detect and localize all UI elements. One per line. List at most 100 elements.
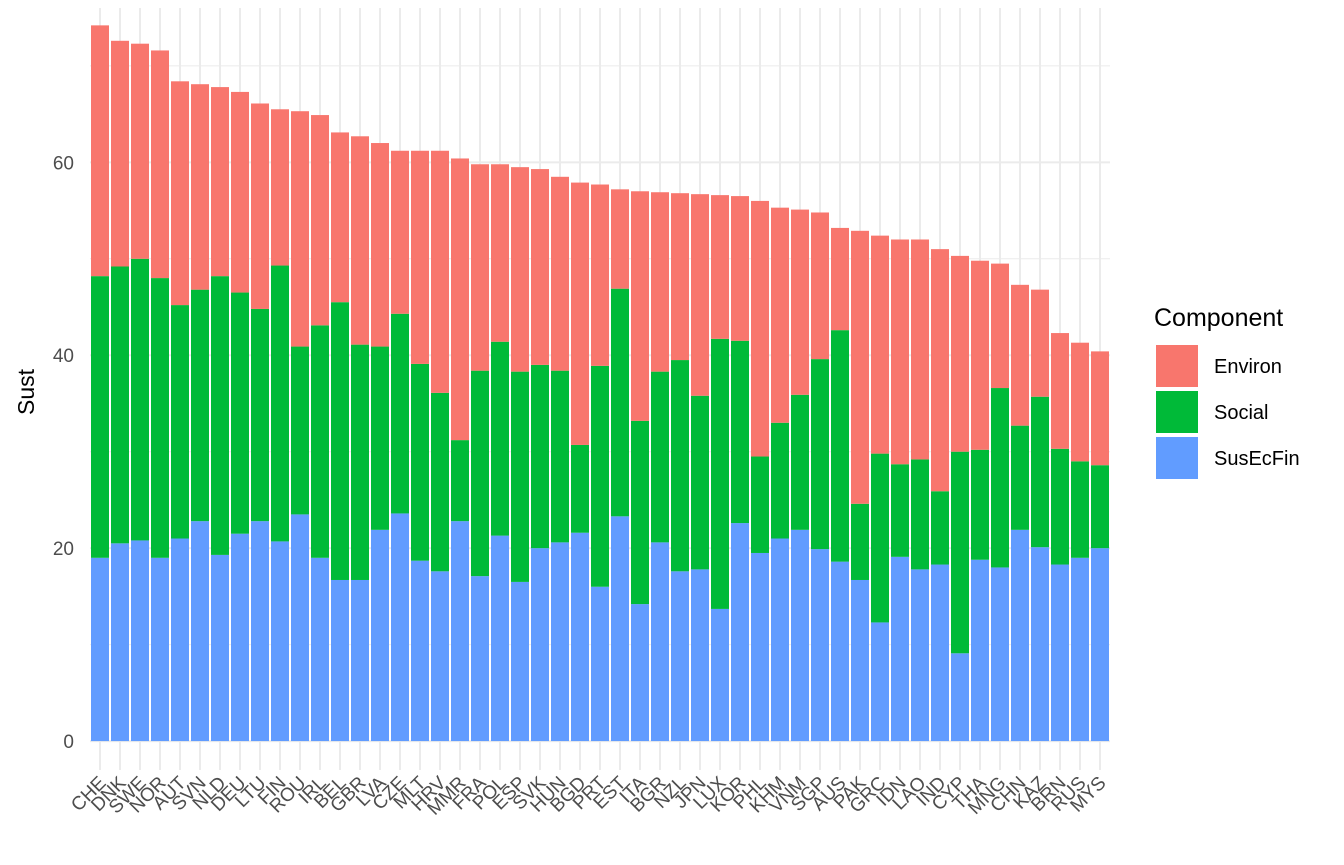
bar-segment-susecfin-khm	[771, 538, 789, 742]
bar-segment-susecfin-tha	[971, 559, 989, 742]
bar-segment-social-svk	[531, 364, 549, 549]
bar-segment-environ-ind	[931, 249, 949, 492]
bar-segment-environ-bgd	[571, 182, 589, 445]
bar-segment-social-khm	[771, 422, 789, 539]
legend-label-social: Social	[1214, 402, 1268, 424]
bar-segment-environ-brn	[1051, 333, 1069, 449]
bar-segment-susecfin-bgr	[651, 542, 669, 742]
bar-segment-environ-nld	[211, 87, 229, 277]
bar-segment-social-sgp	[811, 359, 829, 550]
bar-segment-social-pol	[491, 341, 509, 536]
bar-segment-susecfin-svn	[191, 521, 209, 742]
bar-segment-susecfin-ltu	[251, 521, 269, 742]
bar-segment-social-est	[611, 288, 629, 517]
y-tick-label: 0	[63, 732, 74, 753]
bar-segment-social-mys	[1091, 465, 1109, 549]
bar-segment-environ-che	[91, 25, 109, 277]
bar-segment-social-hrv	[431, 392, 449, 572]
y-tick-label: 20	[53, 539, 74, 560]
bar-segment-environ-nzl	[671, 193, 689, 361]
bar-segment-susecfin-lux	[711, 608, 729, 742]
bar-segment-environ-fin	[271, 109, 289, 266]
bar-segment-environ-deu	[231, 91, 249, 293]
bar-segment-environ-sgp	[811, 212, 829, 360]
bar-segment-susecfin-fin	[271, 541, 289, 742]
bar-segment-susecfin-rou	[291, 514, 309, 742]
legend-swatch-environ	[1156, 345, 1198, 387]
bar-segment-susecfin-mlt	[411, 560, 429, 742]
bar-segment-susecfin-irl	[311, 557, 329, 742]
bar-segment-social-idn	[891, 464, 909, 557]
bar-segment-environ-svn	[191, 84, 209, 290]
bar-segment-susecfin-kaz	[1031, 547, 1049, 742]
bar-segment-environ-est	[611, 189, 629, 289]
bar-segment-susecfin-ind	[931, 564, 949, 742]
bar-segment-social-ind	[931, 491, 949, 565]
bar-segment-social-svn	[191, 289, 209, 522]
bar-segment-social-mlt	[411, 363, 429, 561]
bar-segment-environ-chn	[1011, 284, 1029, 426]
bar-segment-environ-tha	[971, 260, 989, 450]
bar-segment-susecfin-lao	[911, 569, 929, 742]
legend-swatch-susecfin	[1156, 437, 1198, 479]
bar-segment-environ-swe	[131, 43, 149, 259]
bar-segment-susecfin-phl	[751, 552, 769, 742]
bar-segment-environ-kor	[731, 196, 749, 341]
bar-segment-environ-aut	[171, 81, 189, 306]
bar-segment-susecfin-pak	[851, 579, 869, 742]
bar-segment-susecfin-nld	[211, 554, 229, 742]
bar-segment-social-rou	[291, 346, 309, 515]
bar-segment-environ-lva	[371, 143, 389, 347]
bar-segment-social-aus	[831, 330, 849, 562]
bar-segment-environ-gbr	[351, 136, 369, 345]
bar-segment-susecfin-pol	[491, 535, 509, 742]
bar-segment-environ-lao	[911, 239, 929, 460]
bar-segment-environ-phl	[751, 200, 769, 457]
bar-segment-environ-jpn	[691, 194, 709, 396]
bar-segment-social-lao	[911, 459, 929, 570]
bar-segment-environ-bgr	[651, 192, 669, 372]
bar-segment-social-ita	[631, 420, 649, 605]
y-tick-label: 40	[53, 346, 74, 367]
bar-segment-environ-svk	[531, 169, 549, 365]
bar-segment-susecfin-aus	[831, 561, 849, 742]
bar-segment-social-gbr	[351, 344, 369, 580]
legend-label-susecfin: SusEcFin	[1214, 448, 1300, 470]
bar-segment-susecfin-vnm	[791, 529, 809, 742]
bar-segment-social-dnk	[111, 266, 129, 544]
bar-segment-environ-aus	[831, 227, 849, 331]
bar-segment-social-bgr	[651, 371, 669, 543]
bar-segment-social-jpn	[691, 395, 709, 570]
bar-segment-social-fra	[471, 370, 489, 577]
bar-segment-susecfin-deu	[231, 533, 249, 742]
bar-segment-environ-vnm	[791, 209, 809, 395]
bar-segment-social-fin	[271, 265, 289, 542]
bar-segment-social-lva	[371, 346, 389, 530]
bar-segment-susecfin-nor	[151, 557, 169, 742]
bar-segment-social-vnm	[791, 394, 809, 530]
bar-segment-susecfin-mys	[1091, 548, 1109, 742]
bar-segment-susecfin-cze	[391, 513, 409, 742]
bar-segment-social-cze	[391, 313, 409, 514]
legend-items: Environ Social SusEcFin	[1156, 345, 1300, 479]
bar-segment-susecfin-rus	[1071, 557, 1089, 742]
bar-segment-susecfin-hrv	[431, 571, 449, 742]
bar-segment-social-pak	[851, 503, 869, 580]
bar-segment-susecfin-idn	[891, 556, 909, 742]
bar-segment-social-che	[91, 276, 109, 558]
bar-segment-social-irl	[311, 325, 329, 558]
bar-segment-social-nld	[211, 276, 229, 555]
legend: Component Environ Social SusEcFin	[1154, 304, 1300, 479]
bar-segment-social-chn	[1011, 425, 1029, 530]
bar-segment-susecfin-fra	[471, 576, 489, 742]
bar-segment-social-kor	[731, 340, 749, 524]
bar-segment-environ-kaz	[1031, 289, 1049, 397]
bar-segment-social-tha	[971, 449, 989, 560]
bars	[91, 25, 1109, 742]
bar-segment-susecfin-svk	[531, 548, 549, 742]
bar-segment-social-brn	[1051, 448, 1069, 565]
bar-segment-environ-nor	[151, 50, 169, 279]
legend-title: Component	[1154, 304, 1283, 332]
bar-segment-environ-ita	[631, 191, 649, 421]
